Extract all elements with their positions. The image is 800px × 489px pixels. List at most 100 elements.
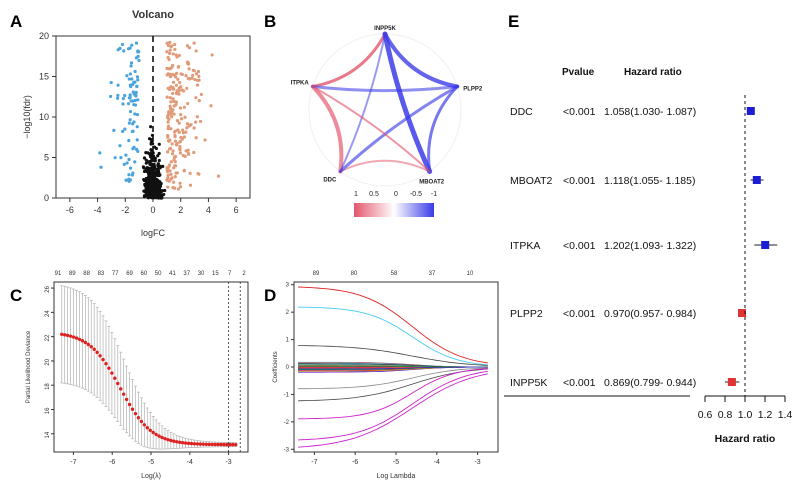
scatter-point-ns bbox=[160, 196, 164, 200]
y-tick-label: 10 bbox=[39, 112, 49, 122]
deviance-point bbox=[145, 426, 149, 430]
scatter-point-up bbox=[171, 185, 175, 190]
top-tick-label: 88 bbox=[83, 271, 90, 277]
scatter-point-down bbox=[131, 122, 135, 126]
scatter-point-ns bbox=[149, 194, 153, 198]
lasso-coefficient-plot: -7 -6 -5 -4 -3 -3 -2 -1 0 1 2 3 89 80 58 37 10 Log Lambda… bbox=[273, 271, 499, 480]
deviance-point bbox=[80, 339, 85, 343]
scatter-point-down bbox=[123, 93, 127, 98]
scatter-point-ns bbox=[157, 158, 161, 163]
scatter-point-ns bbox=[151, 171, 155, 175]
coefficient-path bbox=[298, 345, 488, 366]
top-tick-label: 30 bbox=[198, 271, 205, 277]
x-axis-label: Log(λ) bbox=[141, 473, 161, 480]
scatter-point-ns bbox=[149, 125, 153, 129]
scatter-point-ns bbox=[155, 187, 159, 191]
scatter-point-up bbox=[176, 65, 180, 69]
scatter-point-ns bbox=[147, 187, 151, 191]
scatter-point-ns bbox=[157, 187, 161, 191]
y-tick-label: 16 bbox=[45, 407, 51, 414]
scatter-point-up bbox=[199, 92, 203, 97]
scatter-point-down bbox=[125, 161, 129, 165]
scatter-point-down bbox=[134, 56, 139, 60]
scatter-point-up bbox=[184, 73, 188, 78]
forest-point bbox=[761, 241, 770, 249]
scatter-point-down bbox=[122, 49, 126, 53]
deviance-point bbox=[207, 442, 211, 447]
deviance-point bbox=[148, 428, 152, 432]
forest-pvalue: <0.001 bbox=[563, 175, 596, 187]
top-tick-label: 69 bbox=[126, 271, 133, 277]
y-tick-label: 20 bbox=[45, 358, 51, 365]
volcano-plot: Volcano -6 -4 -2 0 2 4 6 0 5 10 15 20 logFC −log10(fdr… bbox=[22, 9, 251, 238]
scatter-point-up bbox=[167, 67, 171, 71]
scatter-point-up bbox=[192, 150, 196, 155]
x-tick-label: -4 bbox=[187, 459, 193, 466]
deviance-point bbox=[95, 350, 99, 355]
scatter-point-ns bbox=[157, 142, 161, 146]
deviance-point bbox=[219, 442, 223, 447]
legend-tick-label: -0.5 bbox=[410, 191, 422, 198]
y-tick-label: 0 bbox=[286, 365, 290, 371]
scatter-point-up bbox=[178, 185, 183, 189]
scatter-point-down bbox=[127, 173, 131, 177]
y-tick-label: 1 bbox=[286, 338, 290, 344]
deviance-point bbox=[222, 442, 226, 447]
scatter-point-down bbox=[129, 61, 134, 65]
scatter-point-up bbox=[194, 49, 198, 53]
scatter-point-up bbox=[203, 138, 207, 142]
scatter-point-ns bbox=[153, 158, 157, 162]
scatter-point-ns bbox=[159, 189, 164, 194]
scatter-point-up bbox=[175, 118, 180, 123]
scatter-point-down bbox=[116, 96, 120, 100]
network-edge bbox=[427, 85, 459, 173]
scatter-point-up bbox=[167, 179, 171, 183]
scatter-point-up bbox=[170, 152, 175, 156]
scatter-point-up bbox=[165, 95, 169, 99]
scatter-point-ns bbox=[161, 164, 165, 168]
scatter-point-up bbox=[178, 80, 182, 85]
forest-gene-label: MBOAT2 bbox=[510, 175, 553, 187]
scatter-point-up bbox=[182, 105, 186, 109]
scatter-point-down bbox=[112, 128, 116, 132]
scatter-point-up bbox=[169, 100, 173, 104]
top-tick-label: 37 bbox=[429, 271, 436, 277]
scatter-point-down bbox=[136, 50, 140, 54]
x-tick-label: 4 bbox=[206, 205, 211, 215]
scatter-point-ns bbox=[156, 181, 160, 185]
deviance-point bbox=[74, 336, 79, 340]
scatter-point-down bbox=[133, 80, 137, 84]
scatter-point-up bbox=[210, 53, 214, 57]
deviance-point bbox=[157, 434, 161, 438]
deviance-point bbox=[231, 442, 235, 447]
scatter-point-up bbox=[185, 86, 189, 91]
panel-label-e: E bbox=[508, 12, 520, 31]
scatter-point-up bbox=[178, 106, 182, 110]
x-tick-label: 2 bbox=[178, 205, 183, 215]
scatter-point-down bbox=[130, 173, 135, 177]
y-tick-label: 0 bbox=[44, 193, 49, 203]
y-axis-label: −log10(fdr) bbox=[22, 95, 32, 139]
scatter-point-down bbox=[131, 90, 135, 94]
scatter-point-down bbox=[98, 151, 102, 155]
scatter-point-up bbox=[185, 44, 190, 48]
scatter-point-down bbox=[128, 118, 132, 122]
scatter-point-down bbox=[126, 102, 131, 106]
scatter-point-up bbox=[165, 41, 169, 45]
legend-tick-label: -1 bbox=[431, 191, 437, 198]
deviance-point bbox=[175, 440, 179, 444]
network-node-label: MBOAT2 bbox=[419, 179, 445, 185]
scatter-point-down bbox=[125, 74, 129, 78]
x-tick-label: -5 bbox=[148, 459, 154, 466]
scatter-point-up bbox=[194, 72, 199, 76]
scatter-point-down bbox=[134, 90, 138, 95]
top-tick-label: 58 bbox=[391, 271, 398, 277]
top-tick-label: 89 bbox=[69, 271, 76, 277]
network-edge bbox=[339, 159, 431, 173]
scatter-point-up bbox=[194, 120, 198, 124]
forest-pvalue: <0.001 bbox=[563, 240, 596, 252]
scatter-point-ns bbox=[149, 188, 153, 193]
deviance-point bbox=[151, 430, 155, 435]
scatter-point-up bbox=[165, 50, 169, 54]
scatter-point-ns bbox=[163, 188, 167, 193]
